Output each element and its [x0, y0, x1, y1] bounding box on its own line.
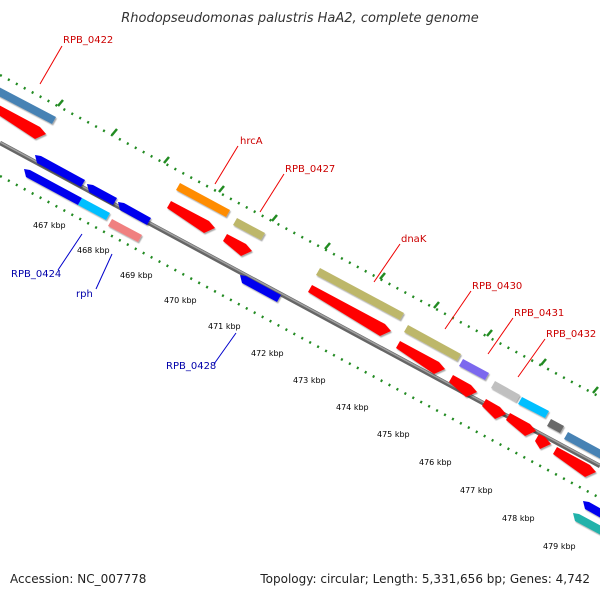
gene-rpb0424-lightblue[interactable]: [78, 198, 110, 220]
tick-471: 471 kbp: [208, 322, 241, 331]
tick-478: 478 kbp: [502, 514, 535, 523]
lower-tick-guide: [0, 174, 600, 500]
gene-rpb0424-a[interactable]: [35, 155, 85, 187]
tick-475: 475 kbp: [377, 430, 410, 439]
tick-468: 468 kbp: [77, 246, 110, 255]
tick-474: 474 kbp: [336, 403, 369, 412]
upper-tick-guide: [0, 73, 600, 399]
tick-467: 467 kbp: [33, 221, 66, 230]
label-rph[interactable]: rph: [76, 289, 93, 300]
gene-rpb0432-lightblue[interactable]: [518, 397, 549, 418]
gene-rpb0422-cds[interactable]: [0, 103, 46, 139]
tick-473: 473 kbp: [293, 376, 326, 385]
tick-479: 479 kbp: [543, 542, 576, 551]
gene-rpb0424-b[interactable]: [24, 169, 82, 205]
gene-rpb0432-cds[interactable]: [482, 399, 506, 419]
gene-small-cds[interactable]: [535, 434, 551, 449]
label-rpb0422[interactable]: RPB_0422: [63, 35, 113, 46]
gene-rpb0422-upper[interactable]: [0, 85, 56, 124]
gene-rpb0424-d[interactable]: [118, 202, 151, 225]
gene-rpb0431-cds[interactable]: [449, 375, 477, 397]
gene-rpb0432b-cds[interactable]: [506, 413, 536, 436]
tick-476: 476 kbp: [419, 458, 452, 467]
topology-text: Topology: circular; Length: 5,331,656 bp…: [260, 572, 590, 586]
gene-rpb0432-upper[interactable]: [491, 381, 520, 402]
gene-dnak-cds[interactable]: [308, 285, 391, 336]
label-hrca[interactable]: hrcA: [240, 136, 263, 147]
label-rpb0430[interactable]: RPB_0430: [472, 281, 522, 292]
gene-rpb0430-upper[interactable]: [404, 325, 461, 361]
tick-469: 469 kbp: [120, 271, 153, 280]
gene-rpb0424-c[interactable]: [87, 184, 117, 205]
label-rpb0428[interactable]: RPB_0428: [166, 361, 216, 372]
map-title: Rhodopseudomonas palustris HaA2, complet…: [121, 11, 479, 26]
label-rpb0424[interactable]: RPB_0424: [11, 269, 61, 280]
gene-hrca[interactable]: [176, 183, 230, 217]
label-dnak[interactable]: dnaK: [401, 234, 427, 245]
tick-472: 472 kbp: [251, 349, 284, 358]
tick-477: 477 kbp: [460, 486, 493, 495]
tick-470: 470 kbp: [164, 296, 197, 305]
gene-rpb0428[interactable]: [240, 275, 281, 302]
gene-rpb0427-upper[interactable]: [233, 218, 265, 240]
gene-dnak[interactable]: [316, 268, 404, 320]
gene-rpb0430-cds[interactable]: [396, 341, 445, 374]
gene-teal-right[interactable]: [573, 513, 600, 535]
label-rpb0431[interactable]: RPB_0431: [514, 308, 564, 319]
gene-hrca-cds[interactable]: [167, 201, 215, 233]
gene-rpb0431-upper[interactable]: [459, 359, 489, 380]
gene-rpb0427-cds[interactable]: [223, 234, 252, 256]
label-rpb0432[interactable]: RPB_0432: [546, 329, 596, 340]
gene-darkgray[interactable]: [547, 419, 564, 433]
gene-rph[interactable]: [108, 219, 142, 242]
accession-text: Accession: NC_007778: [10, 572, 147, 586]
label-rpb0427[interactable]: RPB_0427: [285, 164, 335, 175]
tick-dashes: [57, 99, 599, 394]
gene-blue-right[interactable]: [583, 501, 600, 518]
gene-steelblue-right[interactable]: [564, 432, 600, 459]
gene-right-cds[interactable]: [553, 447, 596, 477]
leader-lines: [39, 45, 546, 378]
